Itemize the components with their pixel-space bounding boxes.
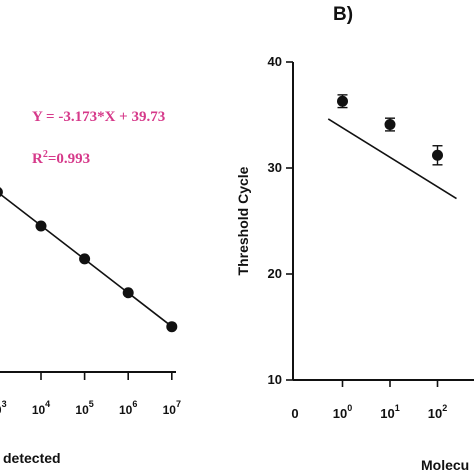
panel-a-x-axis-label: detected — [3, 450, 61, 466]
panel-a-r2-sup: 2 — [43, 149, 48, 160]
panel-a-fit-line — [0, 192, 175, 329]
panel-b-x-tick-label: 0 — [291, 406, 298, 421]
panel-b-fit-line — [327, 118, 457, 200]
panel-a-data-point — [0, 187, 3, 197]
panel-b-x-tick-label: 102 — [428, 403, 447, 421]
panel-a-x-tick-label: 106 — [119, 399, 137, 417]
panel-b-x-tick-label: 101 — [380, 403, 399, 421]
panel-a-x-tick-label: 103 — [0, 399, 7, 417]
panel-b-label: B) — [333, 4, 353, 25]
panel-b-data-point — [384, 119, 396, 131]
panel-b-data-point — [337, 95, 348, 107]
panel-a: Y = -3.173*X + 39.73 R2=0.993 detected 1… — [0, 109, 181, 466]
panel-a-r2-label: R2=0.993 — [32, 149, 90, 167]
panel-a-r2-r: R — [32, 151, 43, 167]
panel-a-data-point — [122, 287, 134, 299]
panel-b-y-tick-label: 30 — [268, 160, 282, 175]
panel-a-x-tick-label: 107 — [163, 399, 181, 417]
panel-a-x-tick-label: 104 — [32, 399, 50, 417]
panel-b-y-tick-label: 10 — [268, 372, 282, 387]
panel-b-x-axis-label: Molecu — [421, 457, 469, 473]
panel-b-x-tick-label: 100 — [333, 403, 352, 421]
panel-a-x-tick-label: 105 — [75, 399, 93, 417]
panel-a-data-point — [35, 220, 47, 232]
panel-a-data-point — [166, 321, 178, 333]
panel-a-r2-value: =0.993 — [48, 151, 90, 167]
panel-a-data-point — [79, 253, 91, 265]
panel-b: B) Threshold Cycle Molecu 10 20 30 40 0 100 10… — [235, 4, 474, 473]
panel-b-y-tick-label: 40 — [268, 54, 282, 69]
panel-a-equation: Y = -3.173*X + 39.73 — [32, 109, 165, 125]
panel-b-data-point — [432, 149, 443, 161]
panel-b-y-axis-label: Threshold Cycle — [235, 166, 251, 275]
panel-b-y-tick-label: 20 — [268, 266, 282, 281]
